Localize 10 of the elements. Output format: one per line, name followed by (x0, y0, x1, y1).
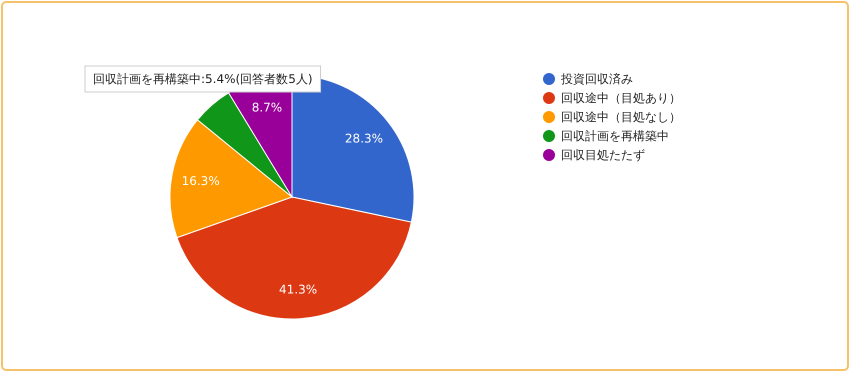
legend-label: 投資回収済み (560, 72, 633, 86)
data-label: 8.7% (252, 100, 282, 115)
legend-label: 回収途中（目処あり） (561, 91, 681, 105)
data-label: 16.3% (182, 174, 220, 188)
tooltip: 回収計画を再構築中:5.4%(回答者数5人) (84, 66, 322, 92)
data-label: 28.3% (344, 132, 384, 146)
legend-label: 回収途中（目処なし） (561, 110, 681, 124)
legend-label: 回収計画を再構築中 (561, 129, 669, 143)
legend-label: 回収目処たたず (561, 148, 645, 162)
data-label: 41.3% (279, 282, 318, 297)
